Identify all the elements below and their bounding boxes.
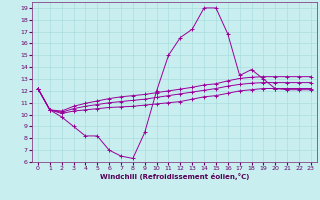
X-axis label: Windchill (Refroidissement éolien,°C): Windchill (Refroidissement éolien,°C) — [100, 173, 249, 180]
